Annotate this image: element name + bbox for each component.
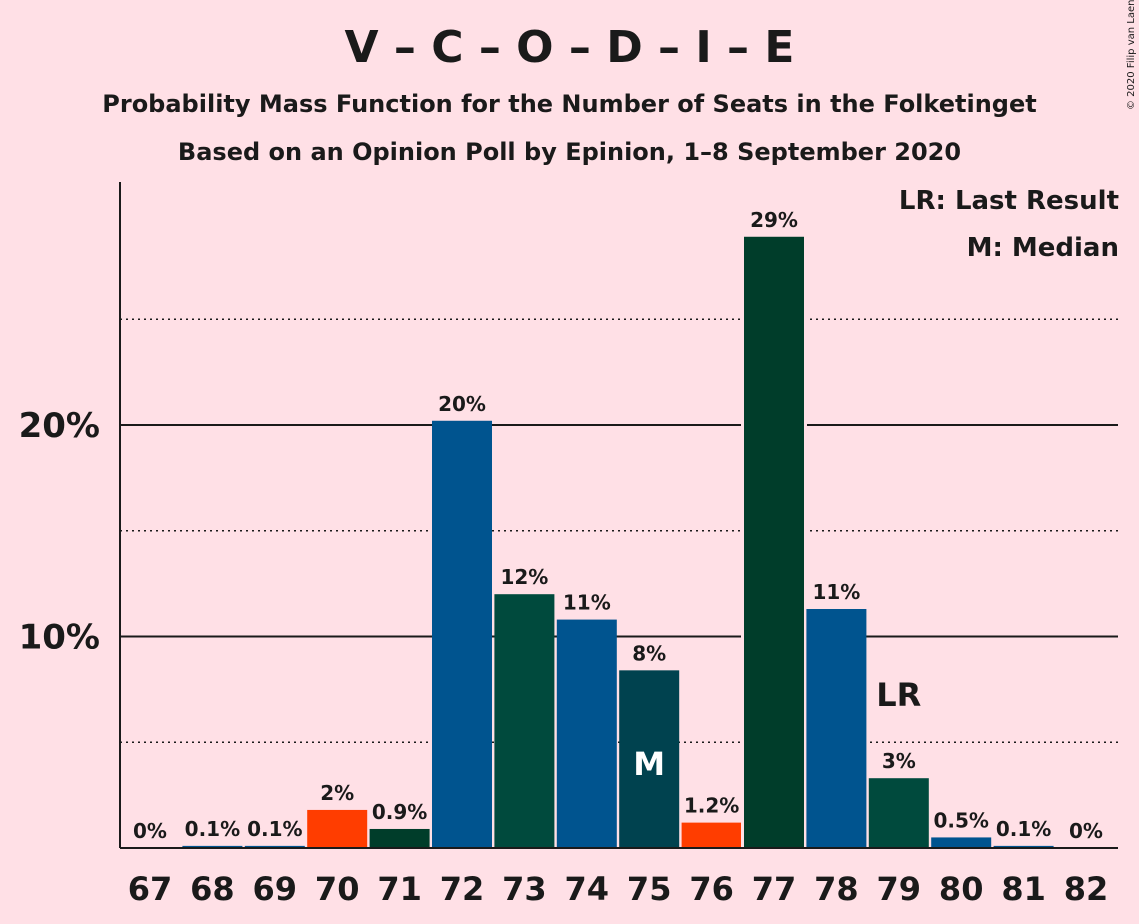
bar xyxy=(369,828,430,848)
bar xyxy=(993,845,1054,848)
bar xyxy=(868,778,929,848)
data-label: 2% xyxy=(320,781,354,805)
x-tick-label: 70 xyxy=(315,870,360,908)
data-label: 8% xyxy=(632,641,666,665)
legend-median: M: Median xyxy=(966,233,1119,263)
legend-last-result: LR: Last Result xyxy=(898,186,1119,216)
chart-title: V – C – O – D – I – E xyxy=(344,22,795,73)
data-label: 3% xyxy=(882,749,916,773)
x-tick-label: 82 xyxy=(1064,870,1109,908)
bar xyxy=(244,845,305,848)
data-label: 0% xyxy=(1069,819,1103,843)
x-tick-label: 68 xyxy=(190,870,235,908)
bar xyxy=(307,809,368,848)
bar xyxy=(556,619,617,848)
last-result-marker: LR xyxy=(876,676,921,714)
data-label: 0% xyxy=(133,819,167,843)
chart-subtitle: Probability Mass Function for the Number… xyxy=(102,90,1037,118)
bar xyxy=(432,420,492,848)
x-tick-label: 79 xyxy=(877,870,922,908)
y-tick-label: 20% xyxy=(19,406,100,446)
y-tick-label: 10% xyxy=(19,618,100,658)
bar xyxy=(931,837,992,848)
x-tick-label: 67 xyxy=(128,870,173,908)
bar xyxy=(619,670,680,848)
x-tick-label: 76 xyxy=(689,870,734,908)
bar xyxy=(182,845,243,848)
data-label: 0.1% xyxy=(996,817,1051,841)
data-label: 1.2% xyxy=(684,794,739,818)
data-label: 0.1% xyxy=(247,817,302,841)
data-label: 0.9% xyxy=(372,800,427,824)
bar xyxy=(806,609,867,848)
x-tick-label: 80 xyxy=(939,870,984,908)
x-tick-label: 77 xyxy=(752,870,797,908)
x-tick-label: 69 xyxy=(253,870,298,908)
median-marker: M xyxy=(633,745,665,783)
data-label: 29% xyxy=(750,208,798,232)
data-label: 11% xyxy=(812,580,860,604)
x-tick-label: 78 xyxy=(814,870,859,908)
x-tick-label: 72 xyxy=(440,870,485,908)
data-label: 12% xyxy=(500,565,548,589)
x-tick-label: 81 xyxy=(1001,870,1046,908)
data-label: 11% xyxy=(563,591,611,615)
x-tick-label: 74 xyxy=(565,870,610,908)
bar xyxy=(494,594,555,848)
bar xyxy=(744,236,804,848)
bar xyxy=(681,822,742,848)
chart-subtitle-source: Based on an Opinion Poll by Epinion, 1–8… xyxy=(177,138,962,166)
data-label: 20% xyxy=(438,392,486,416)
x-tick-label: 73 xyxy=(502,870,547,908)
data-label: 0.1% xyxy=(185,817,240,841)
data-label: 0.5% xyxy=(933,808,988,832)
x-tick-label: 71 xyxy=(377,870,422,908)
x-tick-label: 75 xyxy=(627,870,672,908)
